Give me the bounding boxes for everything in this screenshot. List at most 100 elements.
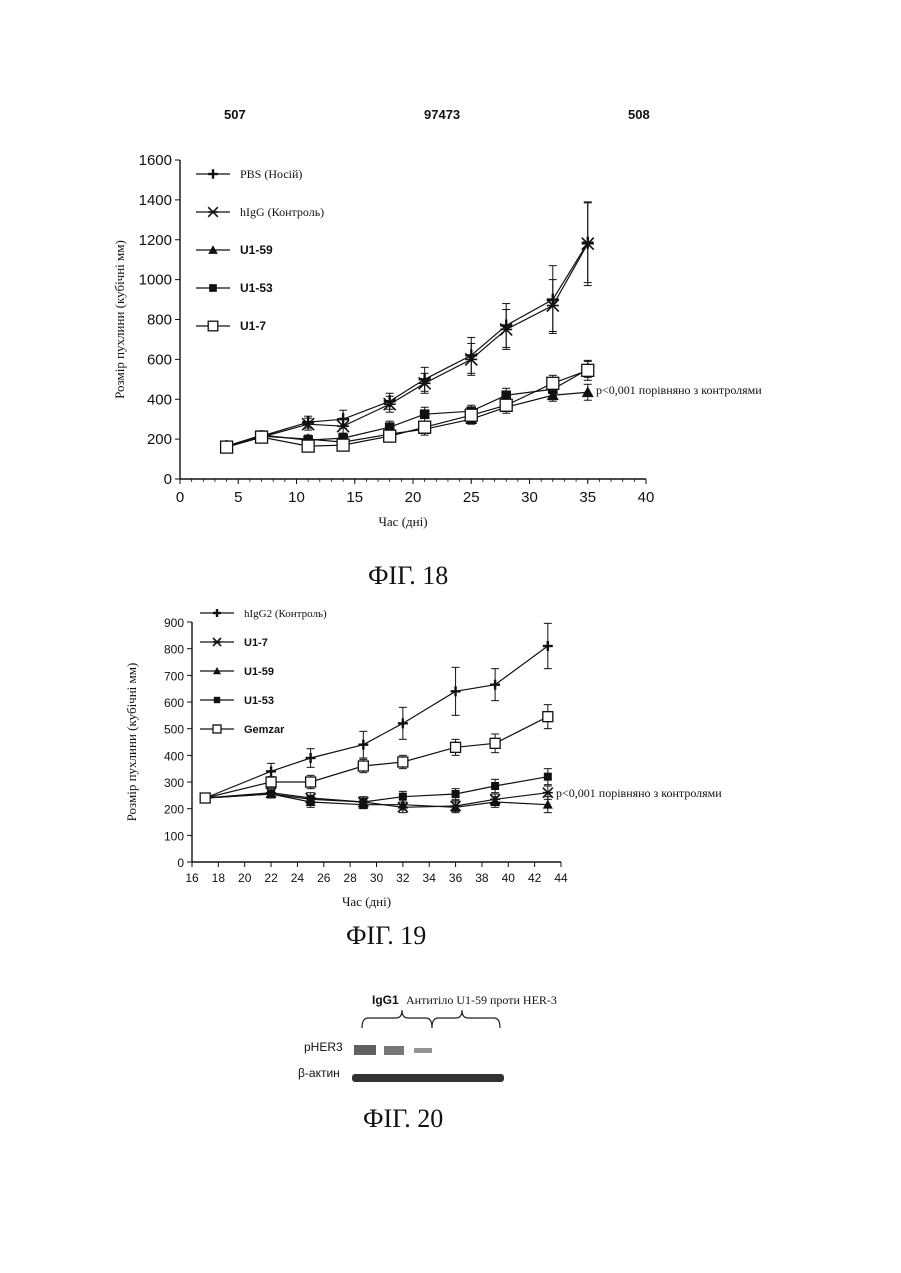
antibody-group-label: Антитіло U1-59 проти HER-3	[406, 993, 557, 1008]
y-tick-label: 100	[164, 829, 184, 843]
data-point	[582, 364, 594, 376]
data-point	[544, 773, 552, 781]
series-line	[227, 244, 588, 447]
fig20-caption: ФІГ. 20	[363, 1104, 443, 1134]
x-tick-label: 26	[317, 871, 331, 885]
y-tick-label: 200	[147, 431, 172, 448]
data-point	[384, 430, 396, 442]
x-tick-label: 28	[343, 871, 357, 885]
legend-label: Gemzar	[244, 724, 285, 736]
legend-label: U1-59	[244, 666, 274, 678]
data-point	[358, 740, 368, 750]
series-line	[227, 243, 588, 446]
y-tick-label: 200	[164, 803, 184, 817]
data-point	[547, 377, 559, 389]
data-point	[266, 777, 276, 787]
data-point	[307, 795, 315, 803]
pher3-band-1	[354, 1045, 376, 1055]
x-tick-label: 15	[346, 489, 363, 506]
x-tick-label: 16	[185, 871, 199, 885]
actin-band-row	[352, 1074, 504, 1082]
legend-label: U1-59	[240, 243, 273, 257]
x-tick-label: 32	[396, 871, 410, 885]
x-tick-label: 20	[405, 489, 422, 506]
x-tick-label: 34	[423, 871, 437, 885]
data-point	[337, 439, 349, 451]
x-tick-label: 44	[554, 871, 568, 885]
data-point	[359, 798, 367, 806]
legend-label: U1-7	[244, 637, 268, 649]
data-point	[452, 790, 460, 798]
y-tick-label: 0	[177, 856, 184, 870]
legend-marker	[213, 638, 221, 646]
data-point	[543, 712, 553, 722]
data-point	[419, 421, 431, 433]
data-point	[500, 399, 512, 411]
pher3-band-2	[384, 1046, 404, 1055]
data-point	[451, 686, 461, 696]
data-point	[543, 641, 553, 651]
y-tick-label: 800	[164, 643, 184, 657]
y-tick-label: 700	[164, 669, 184, 683]
y-tick-label: 400	[147, 391, 172, 408]
data-point	[490, 738, 500, 748]
data-point	[200, 793, 210, 803]
actin-row-label: β-актин	[298, 1066, 340, 1080]
igg1-label: IgG1	[372, 993, 399, 1007]
data-point	[306, 753, 316, 763]
fig18-caption: ФІГ. 18	[368, 561, 448, 591]
significance-annotation: p<0,001 порівняно з контролями	[596, 383, 762, 397]
x-tick-label: 30	[370, 871, 384, 885]
significance-annotation: p<0,001 порівняно з контролями	[556, 786, 722, 800]
data-point	[398, 757, 408, 767]
legend-marker	[208, 169, 218, 179]
x-tick-label: 18	[212, 871, 226, 885]
fig20-blot: IgG1 Антитіло U1-59 проти HER-3 pHER3 β-…	[280, 990, 620, 1100]
x-tick-label: 40	[638, 489, 655, 506]
data-point	[221, 441, 233, 453]
page-number-right: 508	[628, 107, 650, 122]
data-point	[490, 680, 500, 690]
legend-marker	[209, 284, 217, 292]
y-tick-label: 900	[164, 616, 184, 630]
series-line	[227, 369, 588, 446]
y-tick-label: 1200	[139, 232, 172, 249]
x-axis-label: Час (дні)	[378, 514, 427, 529]
data-point	[358, 761, 368, 771]
legend-label: hIgG2 (Контроль)	[244, 608, 327, 620]
y-tick-label: 0	[164, 471, 172, 488]
x-axis-label: Час (дні)	[342, 894, 391, 909]
data-point	[451, 742, 461, 752]
legend-marker	[213, 609, 221, 617]
y-tick-label: 800	[147, 312, 172, 329]
legend-marker	[208, 321, 218, 331]
series-line	[227, 392, 588, 447]
pher3-band-3	[414, 1048, 432, 1053]
x-tick-label: 0	[176, 489, 184, 506]
fig19-chart: 0100200300400500600700800900161820222426…	[0, 600, 901, 920]
data-point	[465, 409, 477, 421]
y-axis-label: Розмір пухлини (кубічні мм)	[124, 663, 139, 822]
x-tick-label: 22	[264, 871, 278, 885]
y-tick-label: 400	[164, 749, 184, 763]
data-point	[582, 386, 594, 397]
data-point	[399, 793, 407, 801]
x-tick-label: 36	[449, 871, 463, 885]
legend-marker	[208, 207, 218, 217]
y-tick-label: 600	[147, 351, 172, 368]
legend-marker	[213, 725, 221, 733]
data-point	[491, 782, 499, 790]
y-axis-label: Розмір пухлини (кубічні мм)	[112, 240, 127, 399]
y-tick-label: 500	[164, 723, 184, 737]
document-number: 97473	[424, 107, 460, 122]
legend-label: U1-53	[244, 695, 274, 707]
pher3-row-label: pHER3	[304, 1040, 343, 1054]
fig19-caption: ФІГ. 19	[346, 921, 426, 951]
y-tick-label: 300	[164, 776, 184, 790]
data-point	[267, 790, 275, 798]
data-point	[256, 431, 268, 443]
page-number-left: 507	[224, 107, 246, 122]
y-tick-label: 1600	[139, 152, 172, 169]
x-tick-label: 25	[463, 489, 480, 506]
x-tick-label: 30	[521, 489, 538, 506]
